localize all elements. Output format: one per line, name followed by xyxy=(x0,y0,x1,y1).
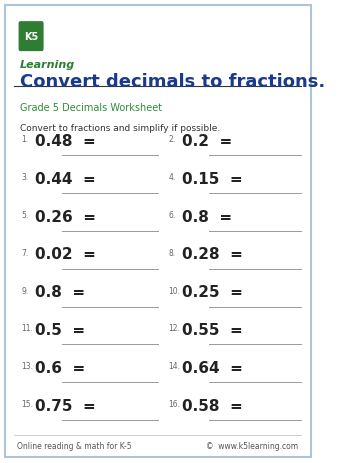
FancyBboxPatch shape xyxy=(19,22,43,52)
Text: 11.: 11. xyxy=(22,324,34,333)
Text: Learning: Learning xyxy=(20,60,75,70)
Text: 0.8  =: 0.8 = xyxy=(35,285,85,300)
Text: 0.75  =: 0.75 = xyxy=(35,398,96,413)
Text: 0.6  =: 0.6 = xyxy=(35,360,85,375)
Text: 0.2  =: 0.2 = xyxy=(182,134,232,149)
FancyBboxPatch shape xyxy=(5,6,311,457)
Text: 0.64  =: 0.64 = xyxy=(182,360,243,375)
Text: 14.: 14. xyxy=(169,362,181,370)
Text: 0.26  =: 0.26 = xyxy=(35,209,96,224)
Text: Convert to fractions and simplify if possible.: Convert to fractions and simplify if pos… xyxy=(20,123,220,132)
Text: 3.: 3. xyxy=(22,173,29,182)
Text: 0.02  =: 0.02 = xyxy=(35,247,96,262)
Text: 6.: 6. xyxy=(169,211,176,219)
Text: 7.: 7. xyxy=(22,248,29,257)
Text: 0.8  =: 0.8 = xyxy=(182,209,232,224)
Text: 10.: 10. xyxy=(169,286,181,295)
Text: 13.: 13. xyxy=(22,362,34,370)
Text: 0.28  =: 0.28 = xyxy=(182,247,243,262)
Text: 8.: 8. xyxy=(169,248,176,257)
Text: 0.44  =: 0.44 = xyxy=(35,171,96,187)
Text: 0.5  =: 0.5 = xyxy=(35,322,85,338)
Text: 12.: 12. xyxy=(169,324,181,333)
Text: 15.: 15. xyxy=(22,399,34,408)
Text: Convert decimals to fractions.: Convert decimals to fractions. xyxy=(20,73,325,91)
Text: 9.: 9. xyxy=(22,286,29,295)
Text: Grade 5 Decimals Worksheet: Grade 5 Decimals Worksheet xyxy=(20,103,162,113)
Text: 5.: 5. xyxy=(22,211,29,219)
Text: K5: K5 xyxy=(24,32,38,42)
Text: 0.55  =: 0.55 = xyxy=(182,322,243,338)
Text: 16.: 16. xyxy=(169,399,181,408)
Text: 1.: 1. xyxy=(22,135,29,144)
Text: 0.58  =: 0.58 = xyxy=(182,398,243,413)
Text: Online reading & math for K-5: Online reading & math for K-5 xyxy=(17,441,132,450)
Text: 0.48  =: 0.48 = xyxy=(35,134,96,149)
Text: 4.: 4. xyxy=(169,173,176,182)
Text: 2.: 2. xyxy=(169,135,176,144)
Text: 0.15  =: 0.15 = xyxy=(182,171,243,187)
Text: ©  www.k5learning.com: © www.k5learning.com xyxy=(206,441,298,450)
Text: 0.25  =: 0.25 = xyxy=(182,285,243,300)
